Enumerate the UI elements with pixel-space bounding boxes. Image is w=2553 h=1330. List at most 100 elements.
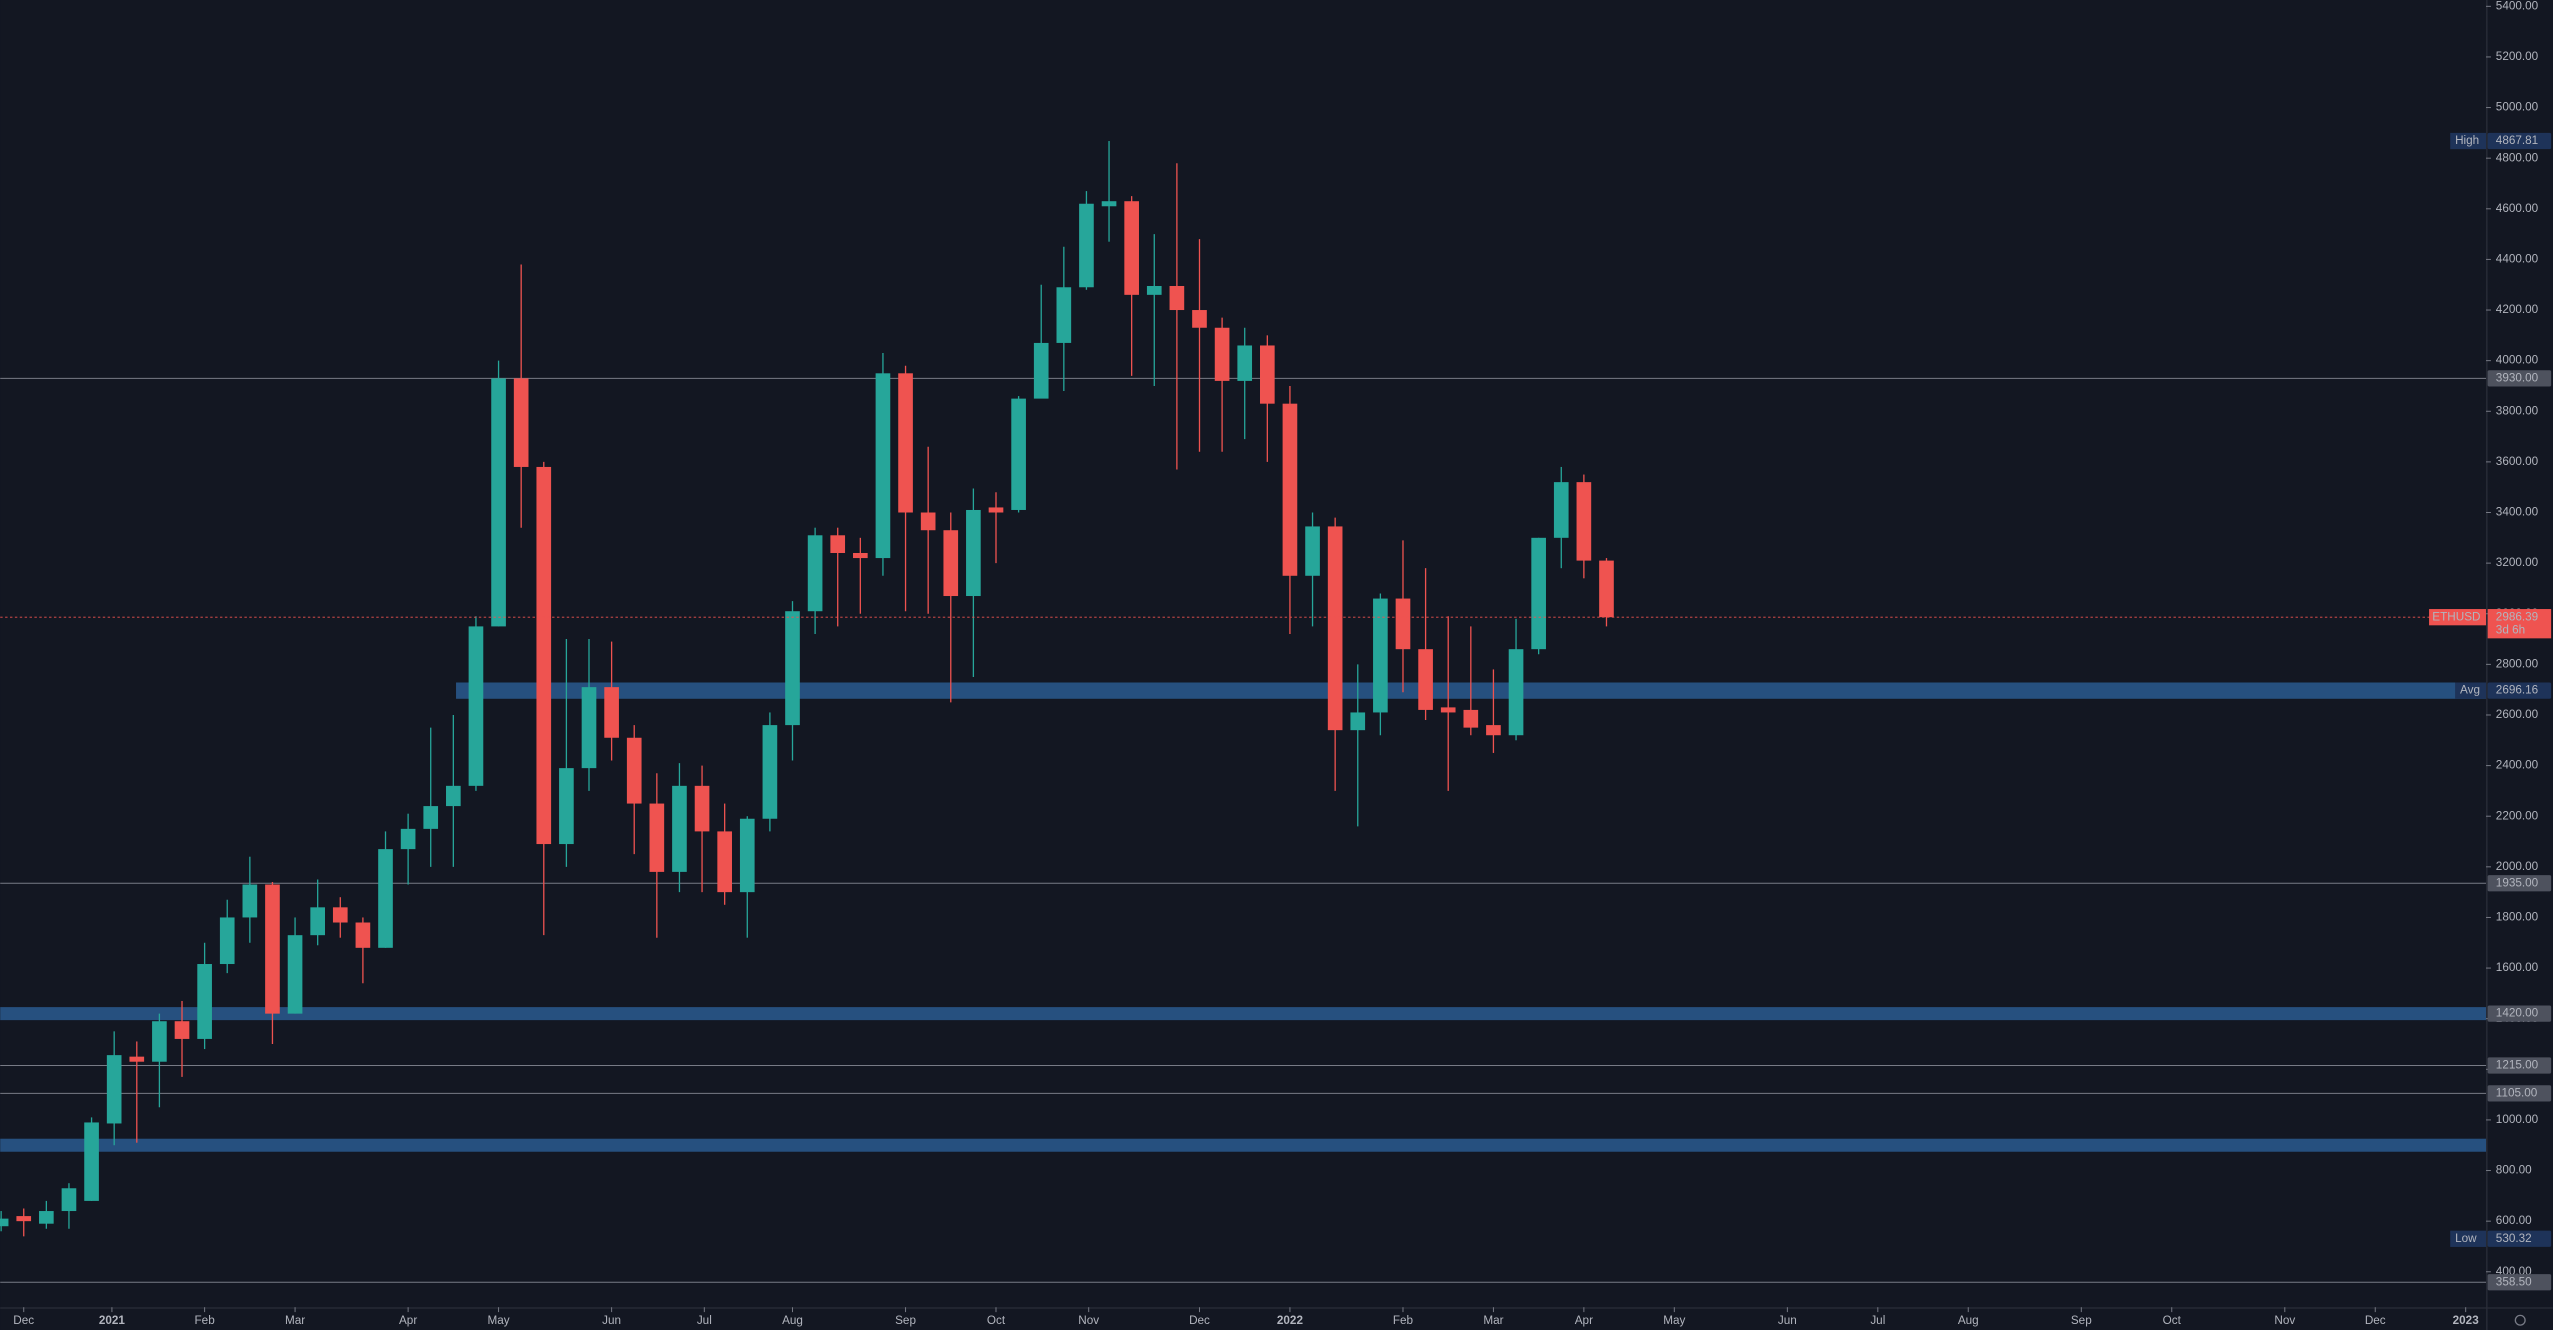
y-tick-label: 2400.00: [2496, 759, 2539, 772]
candle-body: [265, 884, 280, 1014]
candle-body: [1418, 649, 1433, 710]
candle-body: [1440, 707, 1456, 713]
candle-body: [446, 785, 461, 807]
y-tick-label: 4800.00: [2496, 151, 2539, 164]
y-tick-label: 4600.00: [2496, 202, 2539, 215]
candle-body: [649, 803, 665, 872]
level-band: [0, 1138, 2487, 1152]
x-tick-label: Apr: [1575, 1314, 1593, 1327]
last-countdown: 3d 6h: [2496, 623, 2525, 636]
x-tick-label: Oct: [987, 1314, 1006, 1327]
candle-body: [1373, 598, 1388, 713]
candle-body: [943, 530, 959, 597]
candle-body: [1508, 649, 1524, 736]
low-value: 530.32: [2496, 1232, 2532, 1245]
x-tick-label: Jul: [697, 1314, 712, 1327]
y-tick-label: 600.00: [2496, 1214, 2532, 1227]
settings-icon[interactable]: [2514, 1314, 2526, 1326]
level-label-bg: [2487, 1274, 2552, 1291]
candle-body: [1599, 560, 1614, 618]
x-tick-label: Jul: [1870, 1314, 1885, 1327]
level-label: 1935.00: [2496, 876, 2539, 889]
candle-body: [581, 687, 597, 769]
x-tick-label: Jun: [602, 1314, 621, 1327]
last-name: ETHUSD: [2432, 610, 2480, 623]
y-tick-label: 2200.00: [2496, 809, 2539, 822]
x-tick-label: Aug: [782, 1314, 803, 1327]
candle-body: [106, 1055, 122, 1124]
candle-body: [559, 768, 574, 845]
y-tick-label: 2800.00: [2496, 657, 2539, 670]
candle-body: [0, 1218, 9, 1227]
x-tick-label: May: [487, 1314, 509, 1327]
y-tick-label: 3400.00: [2496, 506, 2539, 519]
low-value-bg: [2487, 1230, 2552, 1247]
x-tick-label: Feb: [1393, 1314, 1414, 1327]
y-tick-label: 3200.00: [2496, 556, 2539, 569]
y-tick-label: 1600.00: [2496, 961, 2539, 974]
candle-body: [1531, 537, 1546, 650]
level-band: [0, 1007, 2487, 1021]
candle-body: [1101, 201, 1117, 207]
candle-body: [1011, 398, 1026, 510]
average-value: 2696.16: [2496, 684, 2538, 697]
candle-body: [1033, 342, 1049, 399]
candle-body: [807, 535, 823, 612]
candle-body: [1463, 709, 1479, 728]
y-tick-label: 4400.00: [2496, 253, 2539, 266]
candle-body: [61, 1188, 77, 1212]
x-tick-label: Nov: [1078, 1314, 1099, 1327]
y-tick-label: 3600.00: [2496, 455, 2539, 468]
x-tick-label: Dec: [1189, 1314, 1210, 1327]
level-label: 1420.00: [2496, 1007, 2539, 1020]
x-tick-label: Apr: [399, 1314, 417, 1327]
x-tick-label: Dec: [2365, 1314, 2386, 1327]
x-tick-label: Dec: [13, 1314, 34, 1327]
high-name-bg: [2450, 132, 2487, 150]
candle-body: [1553, 482, 1569, 538]
y-tick-label: 800.00: [2496, 1164, 2532, 1177]
low-name-bg: [2450, 1230, 2487, 1247]
high-name: High: [2455, 134, 2479, 147]
candle-body: [400, 828, 416, 850]
x-tick-label: 2022: [1277, 1314, 1304, 1327]
candle-body: [966, 509, 981, 597]
candle-body: [1327, 526, 1343, 731]
candle-body: [604, 687, 619, 738]
y-tick-label: 5000.00: [2496, 101, 2539, 114]
candle-body: [1282, 403, 1298, 576]
y-tick-label: 2600.00: [2496, 708, 2539, 721]
low-name: Low: [2455, 1232, 2477, 1245]
candle-body: [626, 737, 642, 804]
x-tick-label: 2023: [2453, 1314, 2480, 1327]
candle-body: [853, 553, 868, 559]
candle-body: [694, 785, 710, 832]
candle-body: [1576, 482, 1592, 561]
candle-body: [1056, 287, 1072, 343]
x-tick-label: 2021: [99, 1314, 126, 1327]
high-value: 4867.81: [2496, 134, 2538, 147]
candle-body: [16, 1216, 32, 1222]
candle-body: [287, 935, 303, 1014]
candle-body: [672, 785, 687, 872]
candle-body: [152, 1021, 167, 1062]
level-label-bg: [2487, 875, 2552, 892]
candle-body: [39, 1211, 54, 1224]
candle-body: [988, 507, 1004, 513]
level-label-bg: [2487, 1085, 2552, 1102]
plot-area: [0, 141, 2487, 1283]
candle-body: [785, 611, 800, 726]
x-tick-label: Feb: [195, 1314, 216, 1327]
candle-body: [423, 806, 439, 829]
candle-body: [242, 884, 258, 918]
x-tick-label: May: [1663, 1314, 1685, 1327]
candle-body: [1395, 598, 1411, 650]
level-label-bg: [2487, 370, 2552, 387]
x-tick-label: Sep: [895, 1314, 916, 1327]
candle-body: [830, 535, 846, 554]
x-tick-label: Jun: [1778, 1314, 1797, 1327]
y-tick-label: 1000.00: [2496, 1113, 2539, 1126]
candle-body: [717, 831, 732, 893]
candle-body: [739, 818, 755, 893]
